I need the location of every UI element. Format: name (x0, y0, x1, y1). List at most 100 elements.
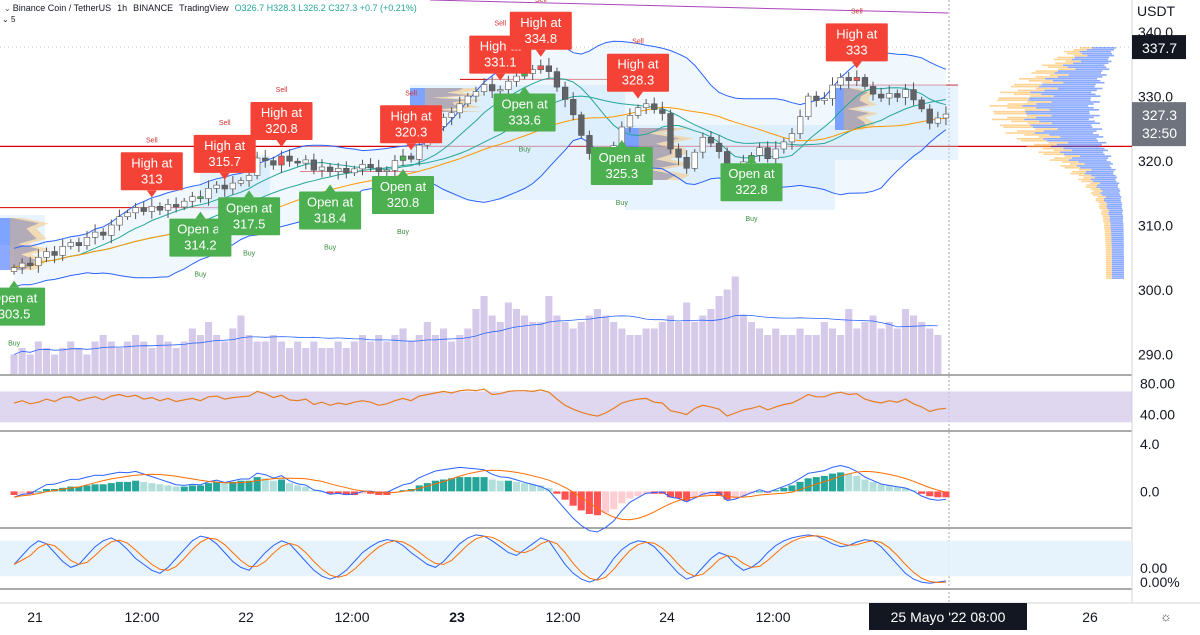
volume-bar (383, 341, 391, 374)
visible-range-volume (1028, 80, 1053, 82)
gear-icon[interactable]: ☼ (1160, 609, 1172, 624)
volume-bar (756, 328, 764, 374)
visible-range-volume (1106, 271, 1112, 274)
visible-range-volume (1074, 56, 1110, 59)
candle-body (634, 107, 642, 116)
visible-range-volume (1106, 277, 1112, 279)
visible-range-volume (1071, 58, 1108, 61)
visible-range-volume (1107, 207, 1123, 210)
signal-text: High at (261, 105, 303, 120)
candle-body (83, 237, 91, 247)
macd-histogram-bar (269, 480, 277, 492)
candle-body (683, 157, 690, 169)
visible-range-volume (1112, 273, 1124, 275)
macd-histogram-bar (221, 483, 229, 492)
candle-body (407, 155, 415, 160)
visible-range-volume (1064, 155, 1081, 157)
signal-pointer (616, 140, 627, 148)
currency-label[interactable]: USDT (1137, 3, 1176, 19)
visible-range-volume (1105, 250, 1112, 252)
macd-histogram-bar (512, 481, 520, 492)
visible-range-volume (1030, 91, 1092, 94)
interval-label[interactable]: 1h (117, 3, 128, 13)
macd-histogram-bar (140, 481, 148, 492)
macd-histogram-bar (132, 480, 140, 492)
signal-box (825, 23, 888, 62)
visible-range-volume (1092, 194, 1102, 196)
visible-range-volume (1105, 256, 1112, 258)
macd-histogram-bar (845, 473, 853, 492)
crosshair-time-badge: 25 Mayo '22 08:00 (869, 603, 1027, 630)
session-volume-profile (10, 218, 50, 270)
volume-bar (658, 322, 666, 374)
signal-box (372, 176, 434, 214)
visible-range-volume (1105, 240, 1112, 243)
candle-body (869, 86, 877, 95)
volume-bar (156, 335, 164, 374)
candle-body (472, 91, 480, 97)
visible-range-volume (1105, 265, 1112, 268)
visible-range-volume (1106, 269, 1112, 272)
candle-body (51, 251, 58, 256)
visible-range-volume (1111, 232, 1124, 235)
candle-body (586, 135, 593, 154)
macd-histogram-bar (691, 491, 699, 499)
visible-range-volume (1024, 134, 1050, 136)
volume-bar (691, 322, 699, 374)
price-tick-label: 330.0 (1138, 89, 1173, 105)
candle-body (788, 133, 796, 143)
volume-bar (764, 335, 772, 374)
visible-range-volume (1103, 217, 1110, 219)
volume-bar (180, 341, 188, 374)
visible-range-volume (1049, 159, 1069, 161)
ohlc-readout: O326.7 H328.3 L326.2 C327.3 +0.7 (+0.21%… (234, 3, 417, 13)
sell-marker-label: Sell (146, 137, 158, 144)
time-tick-label: 26 (1082, 609, 1098, 625)
symbol-header[interactable]: ⌄ Binance Coin / TetherUS 1h BINANCE Tra… (0, 0, 423, 16)
candle-body (197, 196, 204, 199)
visible-range-volume (1100, 182, 1120, 185)
volume-bar (480, 296, 488, 374)
candle-body (651, 103, 658, 110)
candle-body (699, 137, 706, 153)
macd-histogram-bar (350, 491, 358, 495)
visible-range-volume (1102, 190, 1121, 192)
candle-body (189, 196, 196, 202)
visible-range-volume (1063, 81, 1105, 84)
volume-bar (83, 354, 91, 374)
candle-body (545, 65, 552, 72)
buy-marker-label: Buy (397, 229, 410, 236)
volume-bar (610, 322, 618, 374)
volume-bar (569, 328, 577, 374)
volume-bar (261, 341, 269, 374)
indicator-count[interactable]: ⌄ 5 (2, 15, 15, 24)
volume-bar (342, 348, 350, 374)
visible-range-volume (1106, 205, 1122, 208)
signal-text: Open at (599, 150, 646, 165)
macd-histogram-bar (286, 483, 294, 492)
visible-range-volume (1043, 153, 1064, 156)
visible-range-volume (1007, 103, 1037, 105)
visible-range-volume (1105, 259, 1112, 262)
macd-histogram-bar (707, 491, 715, 495)
candle-body (894, 93, 901, 98)
visible-range-volume (1095, 199, 1104, 202)
macd-histogram-bar (10, 491, 18, 495)
visible-range-volume (1090, 192, 1101, 194)
candle-body (92, 231, 99, 238)
visible-range-volume (1045, 78, 1098, 80)
symbol-name[interactable]: Binance Coin / TetherUS (12, 3, 112, 13)
visible-range-volume (1057, 56, 1075, 59)
visible-range-volume (1104, 198, 1121, 200)
candle-body (286, 155, 293, 162)
visible-range-volume (1048, 141, 1068, 144)
visible-range-volume (1105, 267, 1112, 270)
macd-histogram-bar (213, 481, 221, 492)
signal-text: High at (204, 138, 246, 153)
chevron-down-icon[interactable]: ⌄ (4, 3, 11, 13)
visible-range-volume (1003, 126, 1033, 128)
candle-body (391, 160, 399, 171)
macd-histogram-bar (472, 477, 480, 492)
